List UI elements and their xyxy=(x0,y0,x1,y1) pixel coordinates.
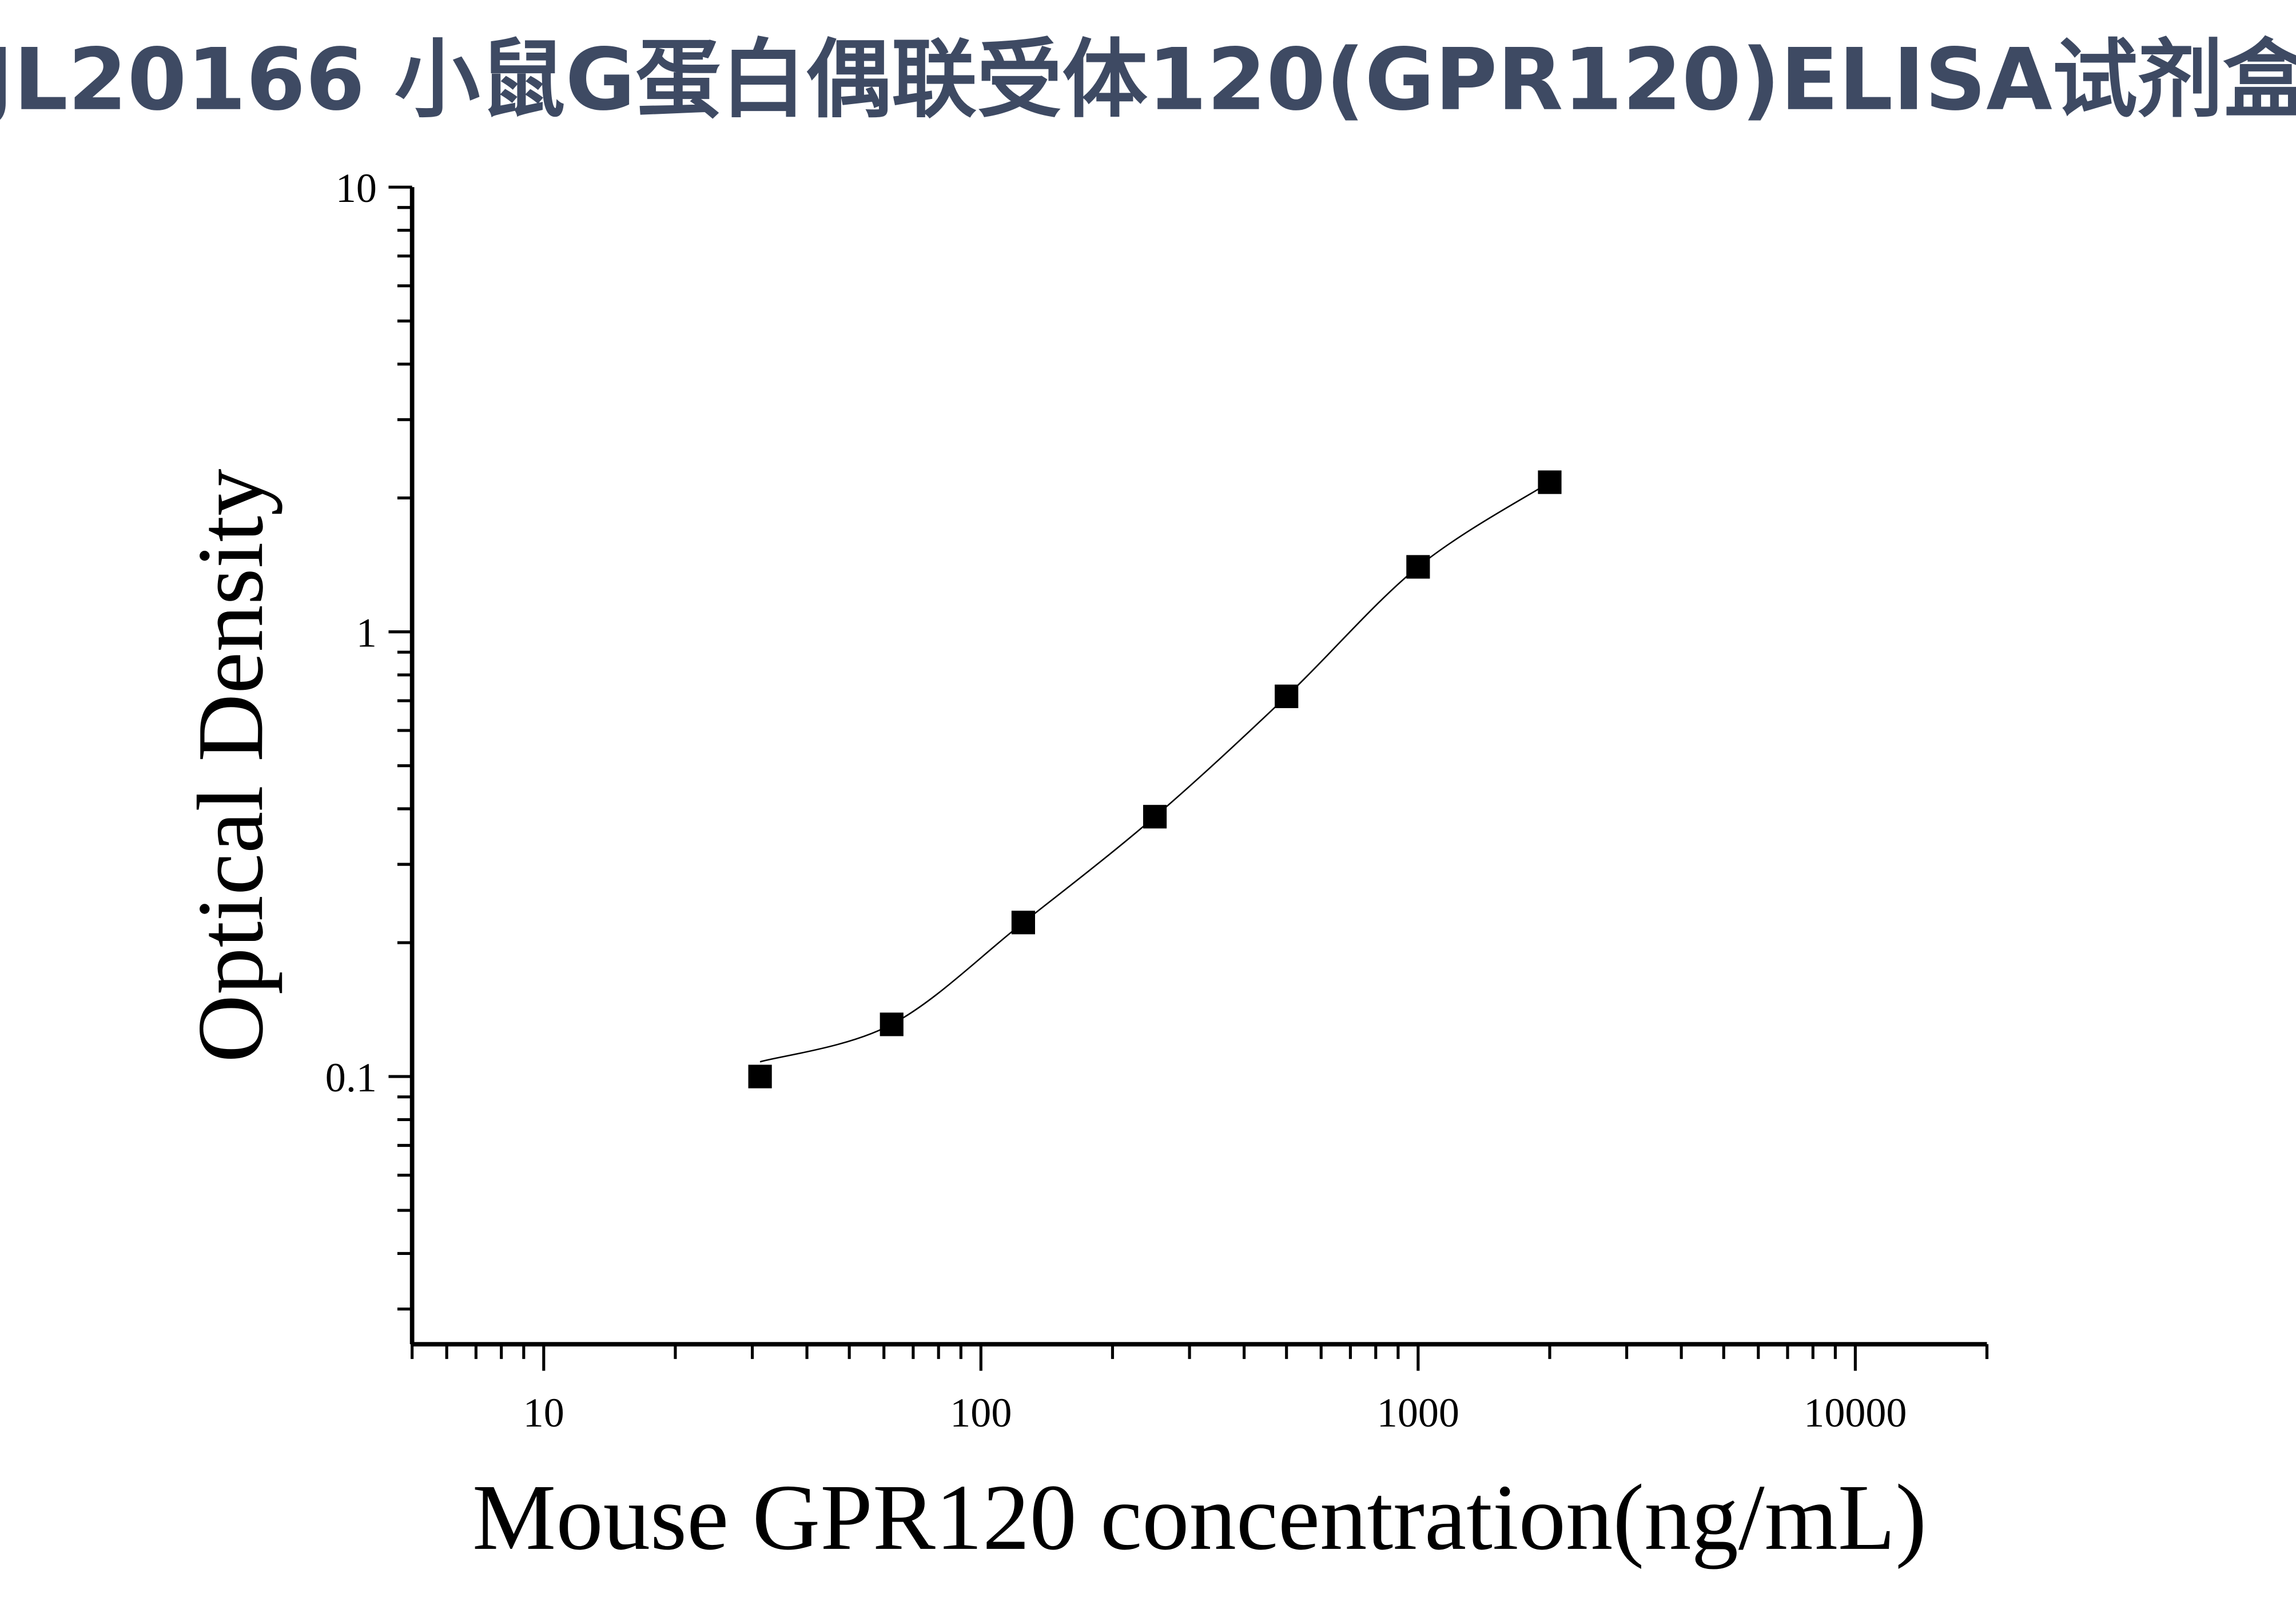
x-tick-label: 1000 xyxy=(1377,1390,1459,1436)
fit-curve xyxy=(759,481,1550,1063)
data-point xyxy=(1011,911,1035,935)
data-point xyxy=(880,1012,904,1036)
y-tick-label: 0.1 xyxy=(325,1055,377,1101)
data-point xyxy=(1406,555,1430,579)
ticks: 10 100 1000 10000 0.1 1 10 xyxy=(325,165,1989,1436)
x-tick-label: 10 xyxy=(523,1390,564,1436)
axes xyxy=(409,187,1987,1346)
x-axis-label: Mouse GPR120 concentration(ng/mL) xyxy=(472,1465,1927,1570)
chart-title: JL20166 小鼠G蛋白偶联受体120(GPR120)ELISA试剂盒 xyxy=(0,30,2296,130)
x-tick-label: 10000 xyxy=(1804,1390,1907,1436)
data-point xyxy=(1275,684,1299,709)
data-points xyxy=(748,470,1562,1088)
y-tick-label: 1 xyxy=(356,610,377,655)
data-point xyxy=(1538,470,1562,494)
y-tick-label: 10 xyxy=(336,165,377,211)
y-axis-label: Optical Density xyxy=(178,468,282,1062)
data-point xyxy=(748,1064,772,1088)
x-tick-label: 100 xyxy=(950,1390,1012,1436)
data-point xyxy=(1143,805,1167,829)
